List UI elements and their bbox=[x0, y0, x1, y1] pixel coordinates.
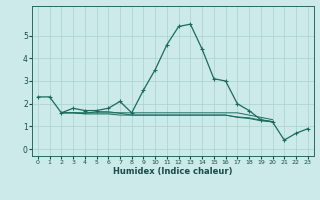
X-axis label: Humidex (Indice chaleur): Humidex (Indice chaleur) bbox=[113, 167, 233, 176]
